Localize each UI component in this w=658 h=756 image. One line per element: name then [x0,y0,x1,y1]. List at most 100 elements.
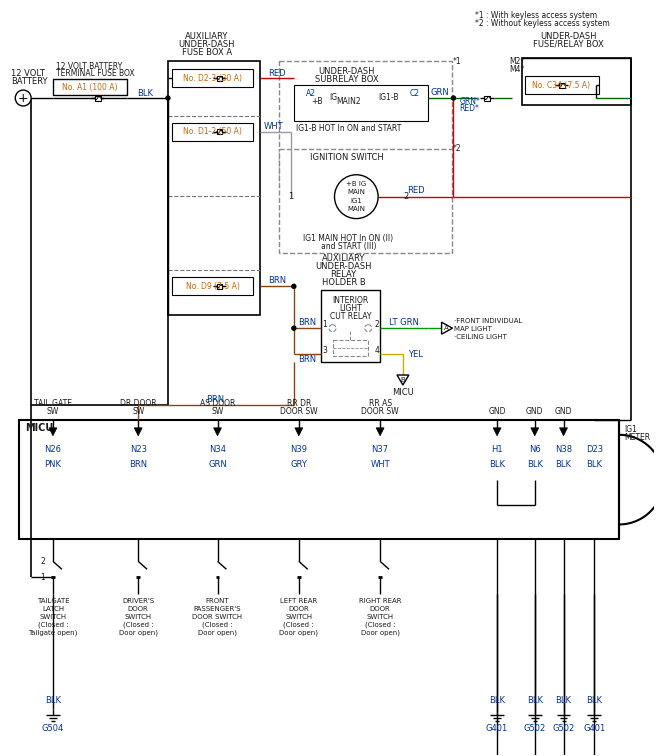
Bar [525,76,599,94]
Text: BLK: BLK [489,460,505,469]
Text: No. D9 (7.5 A): No. D9 (7.5 A) [186,282,240,291]
Text: (Closed :: (Closed : [123,622,153,628]
Text: IG1: IG1 [350,197,363,203]
Text: 2: 2 [403,192,409,201]
Text: Door open): Door open) [198,630,237,637]
Text: DR DOOR: DR DOOR [120,399,157,408]
Text: *2 : Without keyless access system: *2 : Without keyless access system [475,19,610,28]
Text: ·FRONT INDIVIDUAL: ·FRONT INDIVIDUAL [455,318,523,324]
Text: 2: 2 [375,320,380,329]
Polygon shape [376,428,384,435]
Text: +B: +B [311,97,322,106]
Text: DOOR: DOOR [370,606,390,612]
Bar [216,129,222,135]
Text: *1 : With keyless access system: *1 : With keyless access system [475,11,597,20]
Circle shape [451,96,455,100]
Text: TERMINAL FUSE BOX: TERMINAL FUSE BOX [56,69,134,78]
Circle shape [15,90,31,106]
Text: BLK: BLK [555,460,572,469]
Polygon shape [295,428,303,435]
Text: SUBRELAY BOX: SUBRELAY BOX [315,75,378,84]
Polygon shape [493,428,501,435]
Text: TAIL GATE: TAIL GATE [34,399,72,408]
Bar [172,277,253,296]
Text: IG1 MAIN HOT In ON (II): IG1 MAIN HOT In ON (II) [303,234,393,243]
Bar [332,340,368,356]
Text: MAIN2: MAIN2 [336,97,361,106]
Text: UNDER-DASH: UNDER-DASH [178,40,235,48]
Text: FRONT: FRONT [206,598,230,604]
Text: N37: N37 [372,445,389,454]
Text: MAIN: MAIN [347,206,365,212]
Text: BLK: BLK [527,460,543,469]
Bar [294,85,428,121]
Text: AUXILIARY: AUXILIARY [322,254,365,263]
Text: ·CEILING LIGHT: ·CEILING LIGHT [455,334,507,340]
Text: RIGHT REAR: RIGHT REAR [359,598,401,604]
Bar [522,58,631,105]
Text: (Closed :: (Closed : [284,622,314,628]
Text: N38: N38 [555,445,572,454]
Text: N26: N26 [45,445,61,454]
Text: SW: SW [211,407,224,417]
Text: FUSE BOX A: FUSE BOX A [182,48,232,57]
Text: SWITCH: SWITCH [39,614,66,620]
Circle shape [365,324,372,332]
Text: CUT RELAY: CUT RELAY [330,311,371,321]
Bar [279,149,453,253]
Text: (Closed :: (Closed : [202,622,233,628]
Text: G401: G401 [583,724,605,733]
Text: LEFT REAR: LEFT REAR [280,598,317,604]
Bar [279,61,453,181]
Text: 1: 1 [41,573,45,582]
Polygon shape [559,428,567,435]
Bar [484,95,490,101]
Polygon shape [442,322,453,334]
Text: 12 VOLT: 12 VOLT [11,69,45,78]
Text: HOLDER B: HOLDER B [322,278,365,287]
Text: G502: G502 [553,724,574,733]
Text: DOOR: DOOR [128,606,149,612]
Text: A: A [444,325,449,331]
Text: GRN*: GRN* [459,97,480,106]
Bar [168,61,260,315]
Text: No. A1 (100 A): No. A1 (100 A) [62,82,117,91]
Text: IGNITION SWITCH: IGNITION SWITCH [309,153,383,163]
Text: SW: SW [47,407,59,417]
Text: IG1-B HOT In ON and START: IG1-B HOT In ON and START [295,125,401,133]
Text: UNDER-DASH: UNDER-DASH [540,32,597,41]
Text: No. C34 (7.5 A): No. C34 (7.5 A) [532,81,591,89]
Text: DOOR SWITCH: DOOR SWITCH [192,614,243,620]
Text: BLK: BLK [489,696,505,705]
Text: Door open): Door open) [361,630,399,637]
Text: H1: H1 [492,445,503,454]
Text: METER: METER [624,433,650,442]
Text: BRN: BRN [268,276,286,285]
Text: DOOR SW: DOOR SW [361,407,399,417]
Text: D23: D23 [586,445,603,454]
Text: PNK: PNK [45,460,61,469]
Text: WHT: WHT [370,460,390,469]
Text: UNDER-DASH: UNDER-DASH [318,67,374,76]
Circle shape [329,324,336,332]
Text: No. D1-2 (50 A): No. D1-2 (50 A) [183,128,242,136]
Text: 1: 1 [288,192,293,201]
Text: LT GRN: LT GRN [389,318,419,327]
Text: 4: 4 [374,345,380,355]
Text: RELAY: RELAY [330,270,357,279]
Polygon shape [531,428,539,435]
Circle shape [292,284,296,288]
Text: N39: N39 [290,445,307,454]
Text: MICU: MICU [25,423,53,433]
Text: DOOR SW: DOOR SW [280,407,318,417]
Text: +B IG: +B IG [346,181,367,187]
Text: (Closed :: (Closed : [365,622,395,628]
Circle shape [334,175,378,218]
Text: G504: G504 [42,724,64,733]
Text: RED: RED [268,69,286,78]
Text: Tailgate open): Tailgate open) [28,630,78,637]
Text: FUSE/RELAY BOX: FUSE/RELAY BOX [533,40,604,48]
Text: *2: *2 [453,144,461,153]
Text: DRIVER'S: DRIVER'S [122,598,154,604]
Text: N6: N6 [529,445,541,454]
